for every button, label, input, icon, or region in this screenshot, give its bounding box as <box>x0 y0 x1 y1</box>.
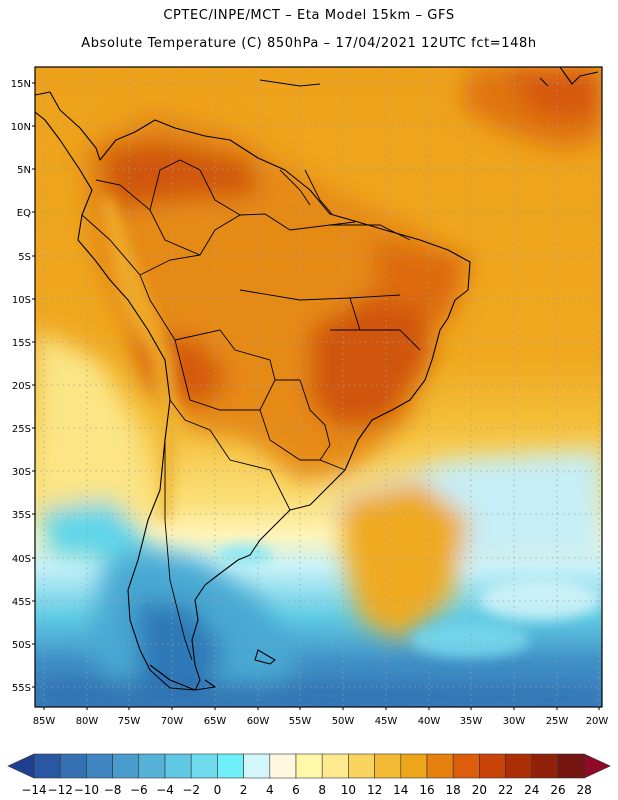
lon-label: 40W <box>418 716 441 727</box>
colorbar-label: −6 <box>130 783 148 797</box>
country-borders <box>81 159 421 661</box>
colorbar-label: 24 <box>524 783 539 797</box>
colorbar-label: 8 <box>318 783 326 797</box>
colorbar-swatch <box>321 753 349 779</box>
colorbar-swatch <box>531 753 559 779</box>
lat-label: 15S <box>12 338 31 349</box>
colorbar-swatch <box>164 753 192 779</box>
colorbar-label: −4 <box>156 783 174 797</box>
lon-label: 75W <box>118 716 141 727</box>
lat-label: 10N <box>11 122 31 133</box>
lat-label: 25S <box>12 424 31 435</box>
lon-label: 45W <box>375 716 398 727</box>
colorbar-swatch <box>59 753 87 779</box>
lat-label: 20S <box>12 381 31 392</box>
colorbar-label: −2 <box>182 783 200 797</box>
colorbar-left-arrow <box>7 753 35 779</box>
colorbar-swatch <box>243 753 271 779</box>
lon-label: 85W <box>33 716 56 727</box>
colorbar-label: −12 <box>48 783 73 797</box>
colorbar-right-arrow <box>583 753 611 779</box>
colorbar-swatch <box>138 753 166 779</box>
lat-label: EQ <box>17 208 31 219</box>
colorbar-label: 20 <box>472 783 487 797</box>
colorbar-swatch <box>190 753 218 779</box>
colorbar-swatch <box>426 753 454 779</box>
title-line-2: Absolute Temperature (C) 850hPa – 17/04/… <box>81 36 537 51</box>
colorbar-swatch <box>348 753 375 779</box>
lon-label: 65W <box>204 716 227 727</box>
map-frame <box>34 66 603 708</box>
grid <box>35 67 602 707</box>
colorbar-label: 14 <box>393 783 408 797</box>
colorbar-label: 16 <box>419 783 434 797</box>
colorbar-swatch <box>33 753 61 779</box>
lon-label: 80W <box>76 716 99 727</box>
colorbar-label: 18 <box>446 783 461 797</box>
lat-ticks <box>32 82 35 688</box>
colorbar-label: −8 <box>104 783 122 797</box>
lon-label: 70W <box>161 716 184 727</box>
lat-label: 30S <box>12 467 31 478</box>
lat-label: 55S <box>12 683 31 694</box>
colorbar-swatch <box>86 753 113 779</box>
lat-label: 45S <box>12 597 31 608</box>
lon-label: 25W <box>546 716 569 727</box>
lat-label: 35S <box>12 510 31 521</box>
lon-label: 60W <box>247 716 270 727</box>
lat-label: 15N <box>11 79 31 90</box>
title-line-1: CPTEC/INPE/MCT – Eta Model 15km – GFS <box>163 8 455 23</box>
colorbar-swatch <box>374 753 402 779</box>
lon-label: 35W <box>460 716 483 727</box>
lat-label: 5N <box>17 165 31 176</box>
lon-label: 55W <box>289 716 312 727</box>
lat-label: 5S <box>18 252 31 263</box>
colorbar-swatch <box>269 753 297 779</box>
temperature-field <box>35 67 602 707</box>
colorbar-swatch <box>505 753 533 779</box>
lat-label: 10S <box>12 295 31 306</box>
colorbar-swatch <box>557 753 585 779</box>
colorbar-label: 0 <box>214 783 222 797</box>
colorbar-labels: −14 −12 −10 −8 −6 −4 −2 0 2 4 6 8 10 12 14 16 18 20 22 24 26… <box>21 783 592 797</box>
lat-label: 40S <box>12 554 31 565</box>
colorbar-label: 10 <box>341 783 356 797</box>
colorbar-label: 6 <box>292 783 300 797</box>
colorbar-swatch <box>217 753 244 779</box>
lon-label: 50W <box>332 716 355 727</box>
colorbar-label: 2 <box>240 783 248 797</box>
colorbar-label: 28 <box>577 783 592 797</box>
colorbar-label: 26 <box>550 783 565 797</box>
colorbar-swatch <box>112 753 140 779</box>
lon-ticks <box>43 707 600 710</box>
colorbar-swatch <box>452 753 480 779</box>
colorbar-label: 12 <box>367 783 382 797</box>
colorbar-swatch <box>295 753 323 779</box>
colorbar-label: −14 <box>21 783 46 797</box>
colorbar <box>7 753 611 779</box>
colorbar-swatch <box>400 753 428 779</box>
lon-label: 20W <box>586 716 609 727</box>
colorbar-label: 4 <box>266 783 274 797</box>
latitude-labels: 15N 10N 5N EQ 5S 10S 15S 20S 25S 30S 35S… <box>11 79 31 694</box>
colorbar-swatch <box>479 753 506 779</box>
colorbar-label: 22 <box>498 783 513 797</box>
lon-label: 30W <box>503 716 526 727</box>
longitude-labels: 85W 80W 75W 70W 65W 60W 55W 50W 45W 40W … <box>33 716 609 727</box>
colorbar-label: −10 <box>74 783 99 797</box>
lat-label: 50S <box>12 640 31 651</box>
